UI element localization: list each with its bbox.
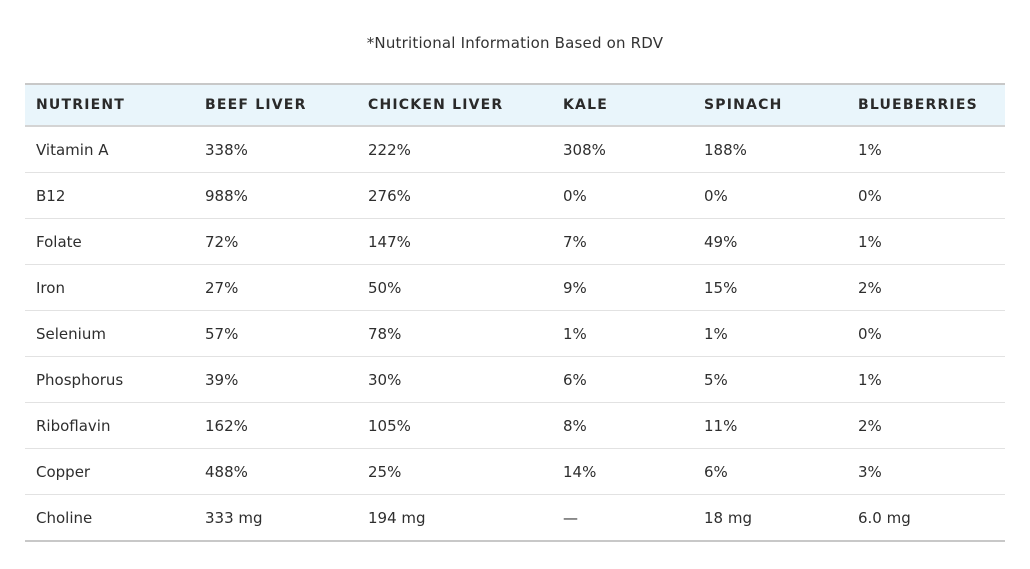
table-row: Folate 72% 147% 7% 49% 1% [25, 218, 1005, 265]
cell-chicken-liver: 25% [357, 448, 552, 495]
cell-chicken-liver: 50% [357, 264, 552, 311]
cell-spinach: 49% [693, 218, 847, 265]
header-chicken-liver: CHICKEN LIVER [368, 97, 504, 113]
cell-kale: 0% [552, 172, 693, 219]
cell-nutrient: Copper [25, 448, 194, 495]
nutrition-table: NUTRIENT BEEF LIVER CHICKEN LIVER KALE S… [25, 83, 1005, 542]
header-blueberries: BLUEBERRIES [858, 97, 978, 113]
cell-nutrient: Choline [25, 494, 194, 542]
cell-nutrient: Selenium [25, 310, 194, 357]
cell-chicken-liver: 78% [357, 310, 552, 357]
cell-blueberries: 6.0 mg [847, 494, 1005, 542]
cell-nutrient: Phosphorus [25, 356, 194, 403]
cell-kale: 8% [552, 402, 693, 449]
cell-nutrient: Folate [25, 218, 194, 265]
cell-nutrient: Riboflavin [25, 402, 194, 449]
cell-spinach: 18 mg [693, 494, 847, 542]
cell-chicken-liver: 276% [357, 172, 552, 219]
cell-beef-liver: 57% [194, 310, 357, 357]
cell-blueberries: 1% [847, 356, 1005, 403]
cell-kale: 6% [552, 356, 693, 403]
table-row: Choline 333 mg 194 mg — 18 mg 6.0 mg [25, 494, 1005, 542]
cell-beef-liver: 27% [194, 264, 357, 311]
cell-beef-liver: 162% [194, 402, 357, 449]
cell-spinach: 6% [693, 448, 847, 495]
table-row: Phosphorus 39% 30% 6% 5% 1% [25, 356, 1005, 403]
header-nutrient: NUTRIENT [36, 97, 126, 113]
cell-kale: 308% [552, 126, 693, 173]
cell-beef-liver: 333 mg [194, 494, 357, 542]
table-row: Copper 488% 25% 14% 6% 3% [25, 448, 1005, 495]
cell-chicken-liver: 30% [357, 356, 552, 403]
cell-kale: 7% [552, 218, 693, 265]
cell-chicken-liver: 147% [357, 218, 552, 265]
table-row: B12 988% 276% 0% 0% 0% [25, 172, 1005, 219]
table-row: Selenium 57% 78% 1% 1% 0% [25, 310, 1005, 357]
cell-beef-liver: 988% [194, 172, 357, 219]
cell-blueberries: 2% [847, 264, 1005, 311]
cell-blueberries: 0% [847, 172, 1005, 219]
cell-nutrient: Iron [25, 264, 194, 311]
cell-spinach: 5% [693, 356, 847, 403]
cell-kale: 14% [552, 448, 693, 495]
cell-blueberries: 1% [847, 218, 1005, 265]
header-kale: KALE [563, 97, 608, 113]
table-row: Riboflavin 162% 105% 8% 11% 2% [25, 402, 1005, 449]
cell-kale: 1% [552, 310, 693, 357]
cell-chicken-liver: 194 mg [357, 494, 552, 542]
cell-kale: — [552, 494, 693, 542]
cell-spinach: 0% [693, 172, 847, 219]
cell-spinach: 15% [693, 264, 847, 311]
header-beef-liver: BEEF LIVER [205, 97, 307, 113]
cell-spinach: 188% [693, 126, 847, 173]
cell-spinach: 1% [693, 310, 847, 357]
cell-kale: 9% [552, 264, 693, 311]
table-row: Iron 27% 50% 9% 15% 2% [25, 264, 1005, 311]
cell-chicken-liver: 222% [357, 126, 552, 173]
header-spinach: SPINACH [704, 97, 783, 113]
cell-beef-liver: 39% [194, 356, 357, 403]
table-caption: *Nutritional Information Based on RDV [366, 34, 664, 52]
cell-chicken-liver: 105% [357, 402, 552, 449]
table-row: Vitamin A 338% 222% 308% 188% 1% [25, 126, 1005, 173]
cell-beef-liver: 488% [194, 448, 357, 495]
cell-blueberries: 2% [847, 402, 1005, 449]
header-row: NUTRIENT BEEF LIVER CHICKEN LIVER KALE S… [25, 84, 1005, 126]
cell-spinach: 11% [693, 402, 847, 449]
table-body: Vitamin A 338% 222% 308% 188% 1% B12 988… [25, 126, 1005, 542]
cell-blueberries: 3% [847, 448, 1005, 495]
table-header: NUTRIENT BEEF LIVER CHICKEN LIVER KALE S… [25, 84, 1005, 126]
cell-nutrient: Vitamin A [25, 126, 194, 173]
cell-beef-liver: 338% [194, 126, 357, 173]
cell-blueberries: 1% [847, 126, 1005, 173]
cell-beef-liver: 72% [194, 218, 357, 265]
cell-nutrient: B12 [25, 172, 194, 219]
cell-blueberries: 0% [847, 310, 1005, 357]
